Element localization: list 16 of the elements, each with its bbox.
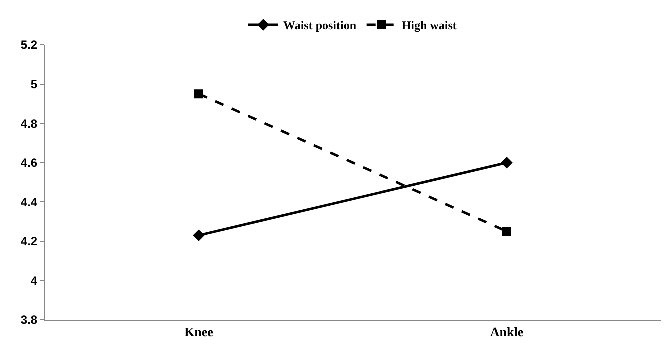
y-tick-label: 4.6: [20, 156, 38, 170]
point: [501, 157, 513, 169]
point: [194, 90, 204, 99]
point: [193, 230, 205, 242]
y-tick-label: 4.8: [20, 116, 38, 131]
x-tick-label: Knee: [184, 324, 214, 340]
legend-label: Waist position: [284, 18, 357, 33]
y-tick-label: 4: [30, 274, 38, 288]
y-tick-label: 3.8: [20, 313, 38, 328]
point: [502, 227, 512, 236]
y-tick-label: 5.2: [20, 38, 38, 52]
x-tick-label: Ankle: [490, 324, 524, 340]
y-tick-label: 4.4: [20, 195, 38, 210]
y-tick-label: 5: [30, 77, 38, 92]
y-tick-label: 4.2: [20, 234, 38, 249]
legend-label: High waist: [402, 18, 457, 33]
